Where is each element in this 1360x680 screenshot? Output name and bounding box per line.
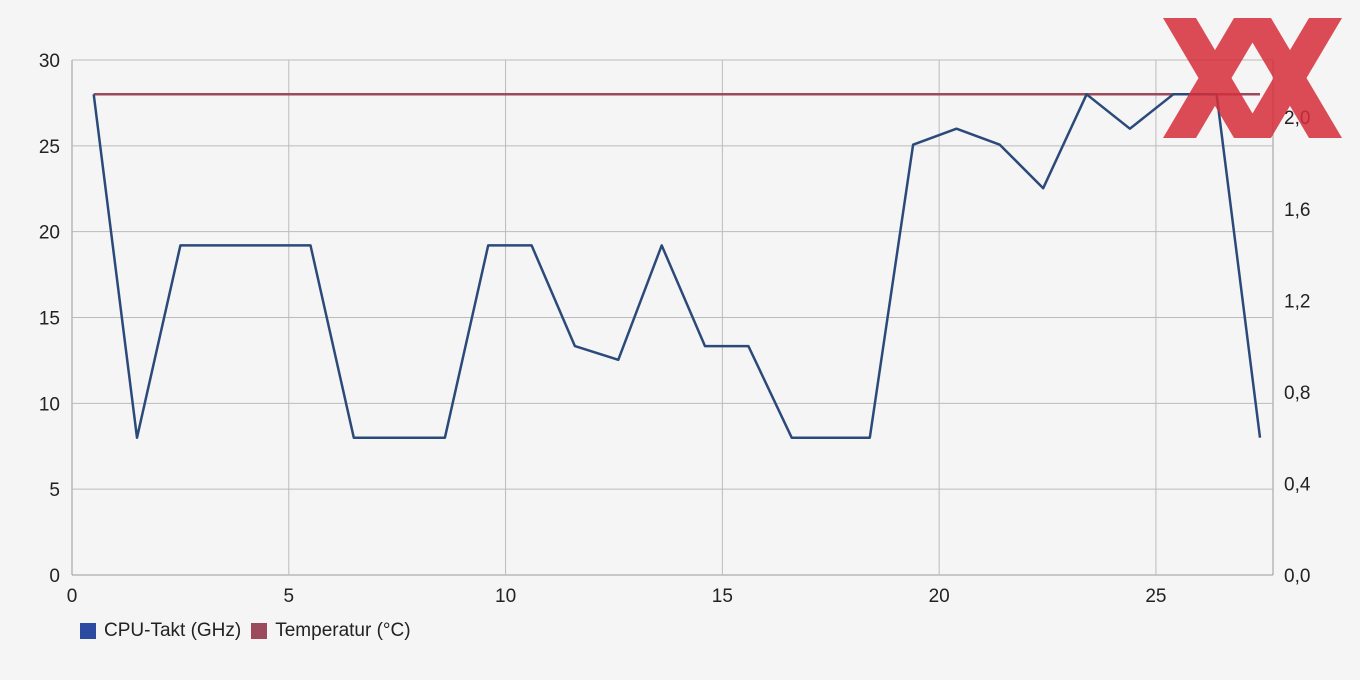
y-right-tick-label: 1,2 xyxy=(1284,291,1310,312)
y-left-tick-label: 30 xyxy=(39,51,60,72)
legend-label-temperature: Temperatur (°C) xyxy=(275,620,411,641)
y-left-tick-label: 0 xyxy=(49,566,60,587)
watermark-x2-stroke-b xyxy=(1238,18,1342,138)
series-group xyxy=(92,93,1262,439)
y-left-tick-label: 20 xyxy=(39,223,60,244)
watermark-logo xyxy=(1163,18,1342,138)
legend: CPU-Takt (GHz) Temperatur (°C) xyxy=(80,620,421,642)
legend-swatch-cpu xyxy=(80,623,96,639)
x-tick-label: 15 xyxy=(712,586,733,607)
x-tick-label: 25 xyxy=(1145,586,1166,607)
y-axis-right: 0,00,40,81,21,62,0 xyxy=(1284,108,1311,587)
y-left-tick-label: 10 xyxy=(39,394,60,415)
y-left-tick-label: 5 xyxy=(49,480,60,501)
legend-item-temperature: Temperatur (°C) xyxy=(251,620,411,642)
legend-swatch-temperature xyxy=(251,623,268,639)
y-right-tick-label: 0,8 xyxy=(1284,383,1310,404)
series-line-cpu-clock xyxy=(92,93,1262,439)
grid xyxy=(71,59,1274,576)
x-tick-label: 20 xyxy=(929,586,950,607)
x-tick-label: 5 xyxy=(283,586,294,607)
watermark-x1-stroke-b xyxy=(1163,18,1267,138)
y-left-tick-label: 25 xyxy=(39,137,60,158)
y-left-tick-label: 15 xyxy=(39,309,60,330)
legend-label-cpu: CPU-Takt (GHz) xyxy=(104,620,242,641)
y-right-tick-label: 0,4 xyxy=(1284,474,1311,495)
x-tick-label: 0 xyxy=(67,586,78,607)
y-right-tick-label: 0,0 xyxy=(1284,566,1310,587)
y-right-tick-label: 1,6 xyxy=(1284,200,1310,221)
x-axis: 0 5 10 15 20 25 xyxy=(67,586,1167,607)
legend-item-cpu: CPU-Takt (GHz) xyxy=(80,620,241,642)
y-axis-left: 0 5 10 15 20 25 30 xyxy=(39,51,60,587)
x-tick-label: 10 xyxy=(495,586,516,607)
